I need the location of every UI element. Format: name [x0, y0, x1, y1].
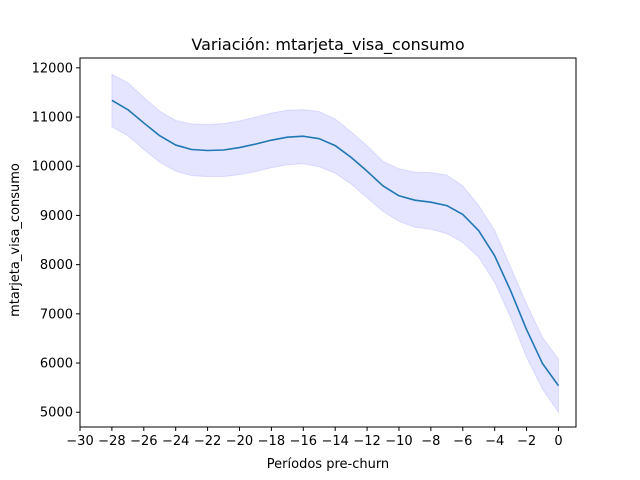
x-tick-label: −2: [517, 434, 536, 449]
y-tick-label: 12000: [32, 61, 73, 76]
y-tick-label: 10000: [32, 160, 73, 175]
x-tick-label: −28: [98, 434, 125, 449]
x-tick-label: −8: [421, 434, 440, 449]
y-tick-label: 6000: [40, 357, 73, 372]
x-tick-label: −20: [226, 434, 253, 449]
y-tick-label: 7000: [40, 307, 73, 322]
series-line: [111, 99, 560, 387]
y-tick-label: 11000: [32, 111, 73, 126]
x-tick-label: −14: [321, 434, 348, 449]
chart-title: Variación: mtarjeta_visa_consumo: [191, 35, 464, 55]
x-tick-label: −12: [353, 434, 380, 449]
x-tick-label: −16: [290, 434, 317, 449]
axes: −30 −28 −26 −24 −22 −20 −18 −16 −14 −12 −10 −8 −6 −4−…: [32, 57, 577, 449]
x-tick-label: −30: [66, 434, 93, 449]
x-tick-label: −26: [130, 434, 157, 449]
x-tick-label: −10: [385, 434, 412, 449]
x-tick-label: 0: [554, 434, 562, 449]
x-tick-label: −4: [485, 434, 504, 449]
y-tick-label: 5000: [40, 406, 73, 421]
x-tick-label: −6: [453, 434, 472, 449]
x-axis-title: Períodos pre-churn: [267, 457, 389, 472]
plot-area: [111, 73, 560, 414]
x-tick-label: −24: [162, 434, 189, 449]
y-tick-label: 8000: [40, 258, 73, 273]
x-tick-label: −18: [258, 434, 285, 449]
x-tick-label: −22: [194, 434, 221, 449]
confidence-band: [111, 73, 559, 414]
y-axis-title: mtarjeta_visa_consumo: [8, 163, 23, 317]
y-tick-label: 9000: [40, 209, 73, 224]
axes-frame: [79, 57, 577, 428]
